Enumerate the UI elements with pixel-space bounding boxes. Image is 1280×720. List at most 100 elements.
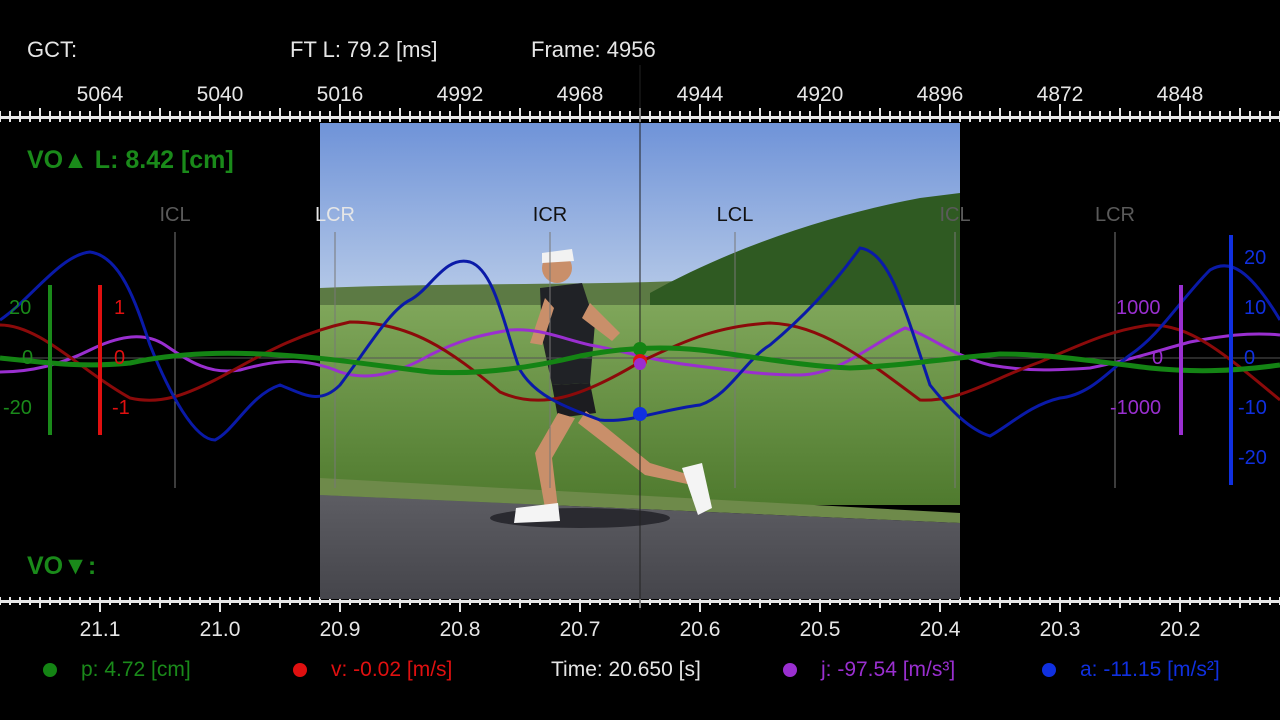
frame-ruler-tick: [1089, 111, 1091, 122]
frame-ruler-tick: [1199, 111, 1201, 122]
time-ruler-tick: [509, 597, 511, 605]
frame-ruler-tick: [279, 108, 281, 122]
frame-ruler-tick: [439, 111, 441, 122]
frame-ruler-tick: [249, 111, 251, 122]
time-ruler-tick: [349, 597, 351, 605]
frame-ruler-tick: [519, 108, 521, 122]
time-ruler-tick: [139, 597, 141, 605]
frame-ruler-tick: [219, 104, 221, 122]
frame-ruler-tick: [1189, 111, 1191, 122]
frame-ruler-tick: [429, 111, 431, 122]
time-ruler-tick: [1239, 597, 1241, 608]
time-ruler-tick: [959, 597, 961, 605]
time-ruler-tick: [979, 597, 981, 605]
position-axis-label: 20: [9, 297, 32, 319]
frame-ruler-tick: [529, 111, 531, 122]
jerk-curve: [0, 326, 1280, 378]
time-ruler-tick: [1229, 597, 1231, 605]
jerk-axis-label: 1000: [1116, 297, 1161, 319]
time-ruler-tick: [799, 597, 801, 605]
time-ruler-tick: [209, 597, 211, 605]
frame-ruler-tick: [329, 111, 331, 122]
frame-ruler-tick: [59, 111, 61, 122]
time-ruler-tick: [1259, 597, 1261, 605]
frame-ruler-tick: [1269, 111, 1271, 122]
frame-ruler-tick: [1059, 104, 1061, 122]
frame-ruler-tick: [209, 111, 211, 122]
frame-ruler-tick: [699, 104, 701, 122]
vo-up-label: VO▲ L: 8.42 [cm]: [27, 146, 234, 174]
frame-tick: 4920: [796, 83, 844, 106]
time-ruler-tick: [599, 597, 601, 605]
acceleration-axis-label: -20: [1238, 447, 1267, 469]
legend-position: p: 4.72 [cm]: [43, 658, 191, 682]
time-ruler-tick: [219, 597, 221, 612]
frame-tick: 5040: [196, 83, 244, 106]
frame-ruler-tick: [129, 111, 131, 122]
time-ruler-tick: [189, 597, 191, 605]
event-label: ICL: [939, 204, 971, 226]
event-label: LCR: [1094, 204, 1136, 226]
time-tick: 20.6: [679, 618, 721, 641]
time-ruler-tick: [1089, 597, 1091, 605]
frame-ruler-tick: [609, 111, 611, 122]
time-ruler-tick: [879, 597, 881, 608]
time-ruler-tick: [389, 597, 391, 605]
frame-ruler-tick: [69, 111, 71, 122]
frame-ruler-tick: [709, 111, 711, 122]
frame-ruler-tick: [139, 111, 141, 122]
time-ruler-tick: [1189, 597, 1191, 605]
time-tick: 20.2: [1159, 618, 1201, 641]
legend-velocity: v: -0.02 [m/s]: [293, 658, 452, 682]
frame-ruler-tick: [779, 111, 781, 122]
frame-ruler-tick: [929, 111, 931, 122]
frame-ruler-tick: [1109, 111, 1111, 122]
time-ruler-tick: [409, 597, 411, 605]
frame-ruler-tick: [269, 111, 271, 122]
time-ruler-tick: [559, 597, 561, 605]
frame-ruler-tick: [1169, 111, 1171, 122]
acceleration-axis-label: 0: [1244, 347, 1256, 369]
time-ruler-tick: [719, 597, 721, 605]
frame-ruler-tick: [899, 111, 901, 122]
time-ruler-tick: [929, 597, 931, 605]
frame-ruler-tick: [1019, 111, 1021, 122]
frame-ruler-tick: [1139, 111, 1141, 122]
frame-ruler-tick: [1049, 111, 1051, 122]
frame-ruler-tick: [739, 111, 741, 122]
time-ruler-tick: [1129, 597, 1131, 605]
time-ruler-tick: [229, 597, 231, 605]
time-ruler-tick: [699, 597, 701, 612]
frame-ruler-tick: [1119, 108, 1121, 122]
frame-ruler-tick: [289, 111, 291, 122]
frame-ruler-tick: [679, 111, 681, 122]
time-ruler-tick: [489, 597, 491, 605]
time-ruler-tick: [439, 597, 441, 605]
time-ruler-tick: [249, 597, 251, 605]
time-ruler-tick: [989, 597, 991, 605]
time-ruler-tick: [1209, 597, 1211, 605]
frame-ruler-tick: [569, 111, 571, 122]
frame-ruler-tick: [99, 104, 101, 122]
time-ruler-tick: [1169, 597, 1171, 605]
frame-ruler-tick: [669, 111, 671, 122]
time-ruler-tick: [609, 597, 611, 605]
frame-ruler-tick: [909, 111, 911, 122]
frame-tick: 4968: [556, 83, 604, 106]
frame-ruler-tick: [1029, 111, 1031, 122]
time-ruler-tick: [729, 597, 731, 605]
frame-ruler-tick: [789, 111, 791, 122]
frame-ruler-tick: [869, 111, 871, 122]
frame-ruler-tick: [829, 111, 831, 122]
time-ruler-tick: [289, 597, 291, 605]
frame-ruler-tick: [319, 111, 321, 122]
frame-ruler-tick: [19, 111, 21, 122]
time-ruler-tick: [629, 597, 631, 605]
time-ruler-tick: [1039, 597, 1041, 605]
position-dot-icon: [43, 663, 57, 677]
frame-ruler-tick: [1229, 111, 1231, 122]
frame-ruler-tick: [389, 111, 391, 122]
legend-position-value: p: 4.72 [cm]: [81, 658, 191, 681]
time-ruler-tick: [1199, 597, 1201, 605]
frame-tick: 5016: [316, 83, 364, 106]
